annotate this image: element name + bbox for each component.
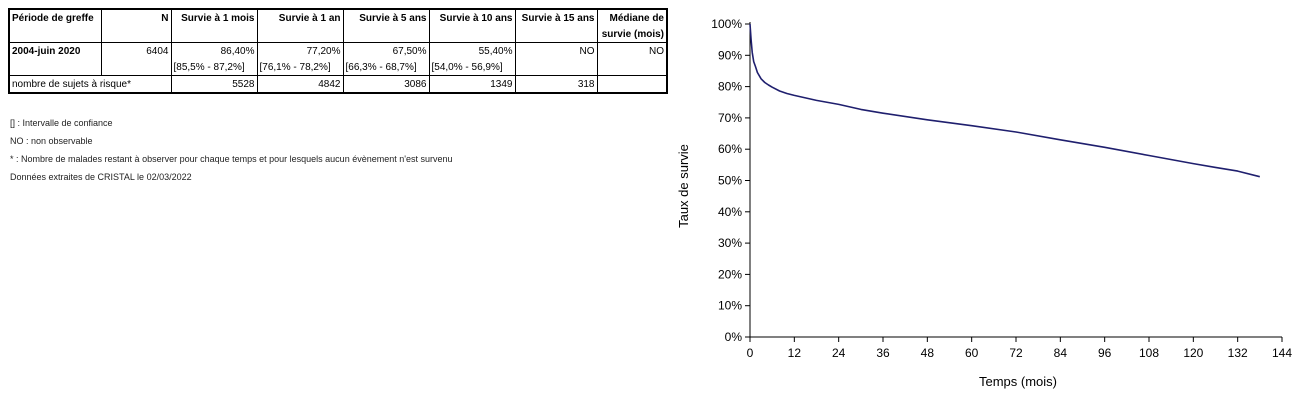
x-tick-label: 12: [788, 346, 802, 360]
risk-15-years: 318: [514, 75, 598, 94]
risk-1-year: 4842: [256, 75, 344, 94]
header-5-years: Survie à 5 ans: [342, 8, 430, 26]
n-cell: 6404: [100, 42, 172, 59]
ci-10-years: [54,0% - 56,9%]: [428, 59, 516, 76]
note-ci: [] : Intervalle de confiance: [10, 118, 113, 128]
y-tick-label: 80%: [718, 80, 742, 94]
note-source: Données extraites de CRISTAL le 02/03/20…: [10, 172, 192, 182]
x-tick-label: 0: [747, 346, 754, 360]
header-median-line2: survie (mois): [596, 26, 668, 43]
y-axis-label: Taux de survie: [676, 144, 691, 228]
risk-label: nombre de sujets à risque*: [8, 75, 172, 94]
x-tick-label: 60: [965, 346, 979, 360]
value-5-years: 67,50%: [342, 42, 430, 59]
ci-1-month: [85,5% - 87,2%]: [170, 59, 258, 76]
survival-chart: 0% 10% 20% 30% 40% 50% 60% 70% 80% 90% 100% 0 12 24 36…: [676, 17, 1292, 389]
header-1-month: Survie à 1 mois: [170, 8, 258, 26]
x-tick-label: 108: [1139, 346, 1159, 360]
ci-5-years: [66,3% - 68,7%]: [342, 59, 430, 76]
y-tick-label: 30%: [718, 236, 742, 250]
value-1-year: 77,20%: [256, 42, 344, 59]
y-tick-label: 70%: [718, 111, 742, 125]
x-tick-label: 144: [1272, 346, 1292, 360]
header-10-years: Survie à 10 ans: [428, 8, 516, 26]
table-row-ci: [85,5% - 87,2%] [76,1% - 78,2%] [66,3% -…: [8, 59, 668, 76]
x-tick-label: 120: [1183, 346, 1203, 360]
x-axis-label: Temps (mois): [979, 374, 1057, 389]
y-tick-label: 20%: [718, 267, 742, 281]
table-notes: [] : Intervalle de confiance NO : non ob…: [10, 114, 452, 186]
ci-1-year: [76,1% - 78,2%]: [256, 59, 344, 76]
value-10-years: 55,40%: [428, 42, 516, 59]
header-1-year: Survie à 1 an: [256, 8, 344, 26]
x-tick-label: 24: [832, 346, 846, 360]
value-median: NO: [596, 42, 668, 59]
note-no: NO : non observable: [10, 136, 93, 146]
y-tick-label: 60%: [718, 142, 742, 156]
table-row-risk: nombre de sujets à risque* 5528 4842 308…: [8, 75, 668, 94]
x-tick-label: 84: [1054, 346, 1068, 360]
y-tick-label: 40%: [718, 205, 742, 219]
y-tick-label: 0%: [725, 330, 743, 344]
x-tick-label: 36: [876, 346, 890, 360]
x-tick-label: 72: [1009, 346, 1023, 360]
survival-curve: [749, 23, 1260, 178]
period-cell: 2004-juin 2020: [8, 42, 102, 59]
value-15-years: NO: [514, 42, 598, 59]
table-header-row: Période de greffe N Survie à 1 mois Surv…: [8, 8, 668, 26]
note-risk: * : Nombre de malades restant à observer…: [10, 154, 453, 164]
header-n: N: [100, 8, 172, 26]
table-row: 2004-juin 2020 6404 86,40% 77,20% 67,50%…: [8, 42, 668, 59]
header-median: Médiane de: [596, 8, 668, 26]
y-tick-label: 90%: [718, 48, 742, 62]
y-tick-label: 10%: [718, 299, 742, 313]
risk-1-month: 5528: [170, 75, 258, 94]
risk-10-years: 1349: [428, 75, 516, 94]
x-tick-label: 96: [1098, 346, 1112, 360]
survival-table: Période de greffe N Survie à 1 mois Surv…: [8, 8, 668, 94]
header-period: Période de greffe: [8, 8, 102, 26]
x-tick-label: 48: [921, 346, 935, 360]
value-1-month: 86,40%: [170, 42, 258, 59]
x-tick-label: 132: [1228, 346, 1248, 360]
table-header-row-2: survie (mois): [8, 26, 668, 43]
risk-5-years: 3086: [342, 75, 430, 94]
y-tick-label: 100%: [711, 17, 742, 31]
header-15-years: Survie à 15 ans: [514, 8, 598, 26]
y-tick-label: 50%: [718, 174, 742, 188]
